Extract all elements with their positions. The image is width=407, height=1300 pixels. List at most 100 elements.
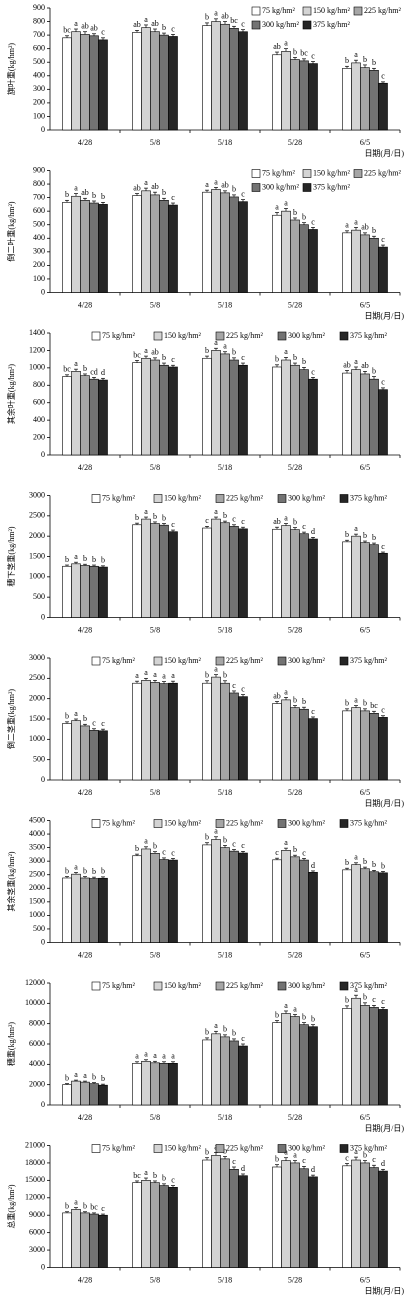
significance-letter: c bbox=[232, 1157, 236, 1166]
x-tick-label: 5/8 bbox=[150, 788, 160, 797]
x-tick-label: 5/18 bbox=[218, 300, 232, 309]
bar bbox=[62, 37, 72, 131]
y-tick-label: 1000 bbox=[29, 910, 45, 919]
significance-letter: ab bbox=[361, 223, 369, 232]
legend-swatch bbox=[302, 20, 312, 30]
bar bbox=[98, 877, 108, 943]
bar bbox=[299, 60, 309, 131]
significance-letter: c bbox=[205, 516, 209, 525]
significance-letter: ab bbox=[273, 517, 281, 526]
bar bbox=[62, 1212, 72, 1268]
x-tick-label: 5/28 bbox=[288, 138, 302, 147]
y-tick-label: 6000 bbox=[29, 1039, 45, 1048]
bar bbox=[238, 31, 248, 131]
significance-letter: b bbox=[363, 857, 367, 866]
bar bbox=[308, 871, 318, 943]
bar bbox=[71, 371, 81, 456]
legend-label: 75 kg/hm² bbox=[262, 168, 295, 177]
bar bbox=[272, 366, 282, 456]
significance-letter: c bbox=[171, 193, 175, 202]
significance-letter: b bbox=[372, 226, 376, 235]
significance-letter: c bbox=[381, 706, 385, 715]
y-tick-label: 0 bbox=[41, 937, 45, 946]
significance-letter: b bbox=[345, 56, 349, 65]
significance-letter: a bbox=[214, 177, 218, 186]
bar bbox=[141, 190, 151, 293]
bar bbox=[290, 1162, 300, 1268]
bar bbox=[71, 563, 81, 618]
y-tick-label: 2500 bbox=[29, 870, 45, 879]
x-tick-label: 6/5 bbox=[360, 1275, 370, 1284]
y-tick-label: 2500 bbox=[29, 673, 45, 682]
legend-label: 75 kg/hm² bbox=[262, 6, 295, 15]
x-tick-label: 6/5 bbox=[360, 463, 370, 472]
y-tick-label: 2500 bbox=[29, 511, 45, 520]
bar bbox=[98, 39, 108, 131]
significance-letter: c bbox=[92, 719, 96, 728]
bar bbox=[281, 850, 291, 943]
legend-label: 75 kg/hm² bbox=[102, 493, 135, 502]
bar bbox=[308, 1026, 318, 1106]
bar bbox=[159, 683, 169, 781]
legend-label: 300 kg/hm² bbox=[288, 1143, 325, 1152]
legend-swatch bbox=[251, 169, 261, 178]
significance-letter: a bbox=[74, 183, 78, 192]
y-tick-label: 1500 bbox=[29, 714, 45, 723]
significance-letter: bc bbox=[370, 701, 378, 710]
bar bbox=[62, 376, 72, 456]
significance-letter: a bbox=[214, 507, 218, 516]
bar bbox=[150, 523, 160, 618]
significance-letter: b bbox=[232, 185, 236, 194]
significance-letter: a bbox=[214, 1021, 218, 1030]
x-tick-label: 5/28 bbox=[288, 1275, 302, 1284]
y-axis-label: 其余叶重(kg/hm²) bbox=[6, 364, 16, 425]
bar bbox=[342, 541, 352, 618]
significance-letter: b bbox=[372, 533, 376, 542]
significance-letter: a bbox=[144, 1050, 148, 1059]
significance-letter: d bbox=[311, 527, 315, 536]
bar bbox=[141, 680, 151, 781]
bar bbox=[299, 1024, 309, 1106]
significance-letter: b bbox=[205, 833, 209, 842]
bar bbox=[308, 63, 318, 131]
significance-letter: b bbox=[275, 355, 279, 364]
bar bbox=[229, 692, 239, 781]
legend-label: 300 kg/hm² bbox=[288, 493, 325, 502]
bar bbox=[150, 1182, 160, 1268]
bar bbox=[150, 194, 160, 293]
bar bbox=[159, 1063, 169, 1106]
bar bbox=[342, 1008, 352, 1106]
legend-label: 375 kg/hm² bbox=[350, 1143, 387, 1152]
bar bbox=[342, 232, 352, 293]
bar bbox=[168, 682, 178, 781]
bar bbox=[150, 1062, 160, 1106]
significance-letter: c bbox=[275, 848, 279, 857]
bar bbox=[220, 682, 230, 781]
legend-label: 300 kg/hm² bbox=[288, 818, 325, 827]
bar bbox=[342, 68, 352, 131]
x-tick-label: 5/18 bbox=[218, 625, 232, 634]
bar bbox=[281, 1160, 291, 1268]
significance-letter: b bbox=[92, 1072, 96, 1081]
bar bbox=[220, 1036, 230, 1106]
legend-swatch bbox=[153, 331, 163, 341]
significance-letter: a bbox=[275, 202, 279, 211]
significance-letter: c bbox=[381, 542, 385, 551]
significance-letter: a bbox=[144, 346, 148, 355]
legend-label: 225 kg/hm² bbox=[226, 1143, 263, 1152]
significance-letter: b bbox=[101, 1074, 105, 1083]
significance-letter: a bbox=[354, 853, 358, 862]
significance-letter: c bbox=[372, 995, 376, 1004]
bar bbox=[229, 1040, 239, 1106]
significance-letter: b bbox=[92, 555, 96, 564]
significance-letter: ab bbox=[133, 20, 141, 29]
significance-letter: a bbox=[284, 1001, 288, 1010]
bar bbox=[308, 1176, 318, 1268]
y-tick-label: 500 bbox=[33, 220, 45, 229]
bar bbox=[220, 847, 230, 943]
y-tick-label: 200 bbox=[33, 260, 45, 269]
legend-swatch bbox=[153, 981, 163, 991]
significance-letter: a bbox=[171, 671, 175, 680]
legend-label: 150 kg/hm² bbox=[313, 6, 350, 15]
y-tick-label: 600 bbox=[33, 398, 45, 407]
